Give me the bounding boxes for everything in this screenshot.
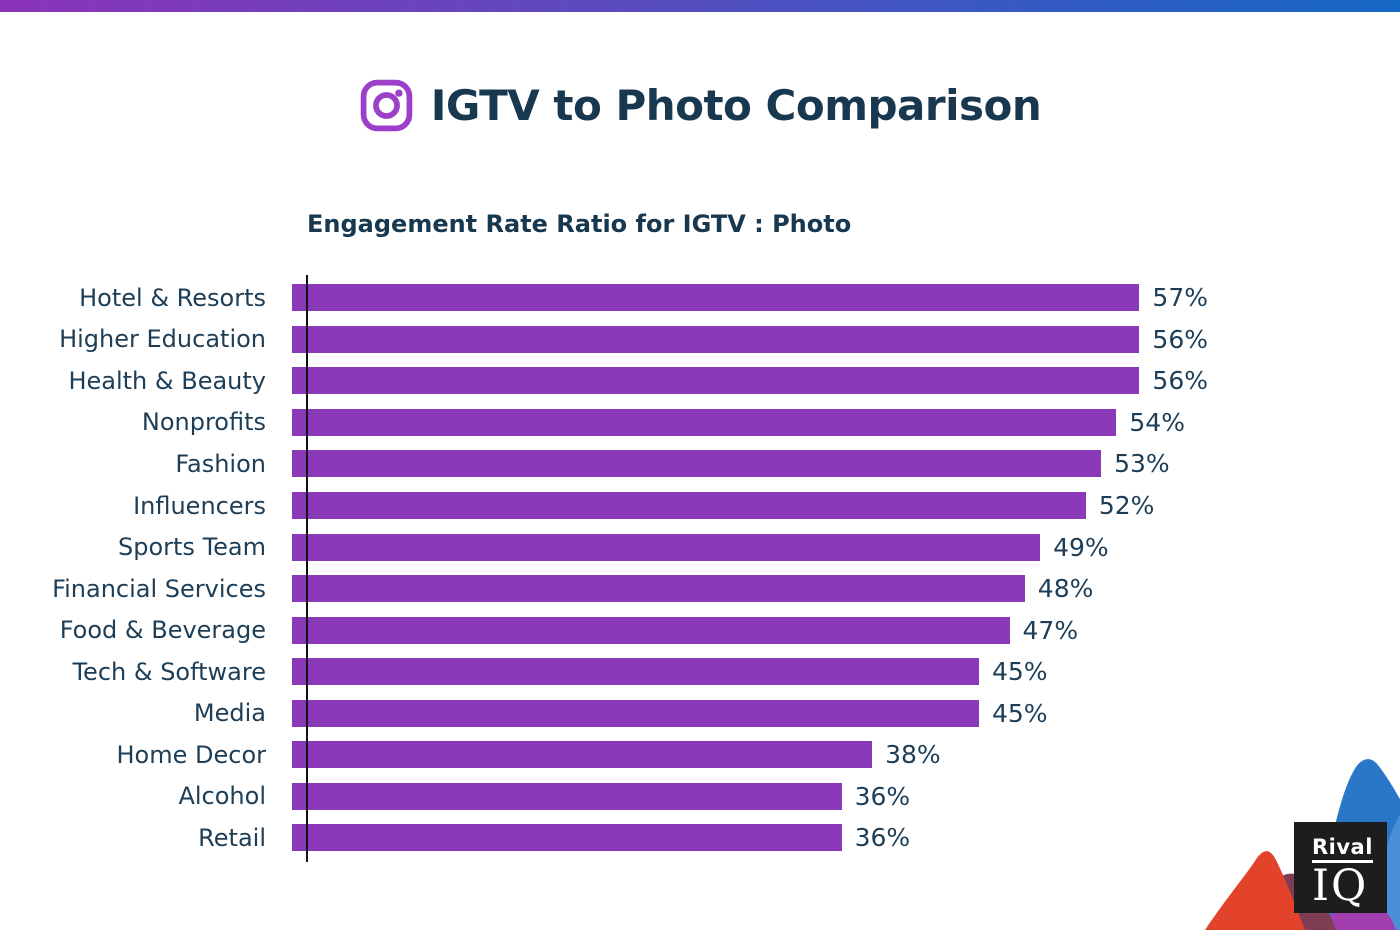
- bar: [292, 741, 873, 769]
- bar: [292, 699, 979, 727]
- chart-row: Nonprofits 54%: [0, 402, 1225, 444]
- chart-row: Fashion 53%: [0, 443, 1225, 485]
- value-label: 56%: [1152, 366, 1208, 396]
- plot-area: 57%: [290, 283, 1208, 312]
- bar: [292, 658, 979, 686]
- plot-area: 54%: [290, 408, 1208, 437]
- logo-text-iq: IQ: [1312, 861, 1369, 912]
- category-label: Sports Team: [118, 533, 266, 562]
- plot-area: 49%: [290, 533, 1208, 562]
- chart-row: Alcohol 36%: [0, 776, 1225, 818]
- bar: [292, 533, 1041, 561]
- brand-logo-scene: Rival IQ: [1150, 700, 1400, 930]
- value-label: 36%: [854, 781, 911, 811]
- plot-area: 48%: [290, 574, 1208, 603]
- category-label: Media: [193, 699, 266, 728]
- chart-rows: Hotel & Resorts 57% Higher Education 56% Hea…: [0, 277, 1225, 859]
- plot-area: 38%: [290, 740, 1208, 769]
- y-axis-line: [306, 275, 308, 862]
- category-label: Alcohol: [178, 782, 266, 811]
- chart-row: Health & Beauty 56%: [0, 360, 1225, 402]
- bar: [292, 575, 1025, 603]
- chart-row: Influencers 52%: [0, 485, 1225, 527]
- bar: [292, 325, 1140, 353]
- bar: [292, 284, 1140, 312]
- value-label: 36%: [854, 823, 911, 853]
- plot-area: 53%: [290, 449, 1208, 478]
- bar: [292, 367, 1140, 395]
- category-label: Home Decor: [116, 740, 267, 769]
- plot-area: 45%: [290, 699, 1208, 728]
- chart-row: Higher Education 56%: [0, 319, 1225, 361]
- chart-row: Hotel & Resorts 57%: [0, 277, 1225, 319]
- value-label: 45%: [992, 698, 1048, 728]
- plot-area: 36%: [290, 782, 1208, 811]
- bar: [292, 492, 1086, 519]
- category-label: Fashion: [175, 449, 266, 478]
- value-label: 45%: [992, 657, 1048, 687]
- red-hill-shape: [1205, 851, 1305, 930]
- bar: [292, 782, 842, 810]
- chart-subtitle: Engagement Rate Ratio for IGTV : Photo: [307, 210, 852, 238]
- top-gradient-bar: [0, 0, 1400, 12]
- chart-row: Sports Team 49%: [0, 526, 1225, 568]
- value-label: 38%: [885, 740, 941, 770]
- plot-area: 56%: [290, 325, 1208, 354]
- category-label: Nonprofits: [141, 408, 266, 437]
- plot-area: 45%: [290, 657, 1208, 686]
- category-label: Financial Services: [52, 574, 266, 603]
- header: IGTV to Photo Comparison: [0, 78, 1400, 133]
- logo-text-rival: Rival: [1312, 836, 1373, 864]
- bar: [292, 450, 1102, 478]
- value-label: 49%: [1053, 532, 1109, 562]
- value-label: 57%: [1152, 283, 1208, 313]
- category-label: Higher Education: [59, 325, 266, 354]
- bar: [292, 824, 842, 852]
- chart-row: Home Decor 38%: [0, 734, 1225, 776]
- bar: [292, 408, 1117, 436]
- chart-row: Media 45%: [0, 692, 1225, 734]
- page-title: IGTV to Photo Comparison: [430, 81, 1042, 130]
- chart-row: Food & Beverage 47%: [0, 609, 1225, 651]
- category-label: Retail: [198, 823, 266, 852]
- chart-row: Financial Services 48%: [0, 568, 1225, 610]
- rival-iq-logo: Rival IQ: [1294, 822, 1387, 913]
- category-label: Hotel & Resorts: [79, 283, 266, 312]
- value-label: 47%: [1022, 615, 1079, 645]
- value-label: 52%: [1098, 491, 1155, 520]
- plot-area: 52%: [290, 491, 1208, 520]
- instagram-icon: [360, 79, 413, 132]
- value-label: 56%: [1152, 324, 1208, 354]
- plot-area: 36%: [290, 823, 1208, 852]
- value-label: 48%: [1037, 574, 1094, 604]
- bar-chart: Hotel & Resorts 57% Higher Education 56% Hea…: [0, 275, 1225, 862]
- chart-row: Tech & Software 45%: [0, 651, 1225, 693]
- category-label: Health & Beauty: [68, 366, 266, 395]
- category-label: Food & Beverage: [59, 616, 266, 645]
- value-label: 53%: [1114, 449, 1170, 479]
- plot-area: 56%: [290, 366, 1208, 395]
- category-label: Tech & Software: [72, 657, 266, 686]
- category-label: Influencers: [133, 491, 266, 520]
- chart-row: Retail 36%: [0, 817, 1225, 859]
- plot-area: 47%: [290, 616, 1208, 645]
- value-label: 54%: [1129, 407, 1185, 437]
- bar: [292, 616, 1010, 644]
